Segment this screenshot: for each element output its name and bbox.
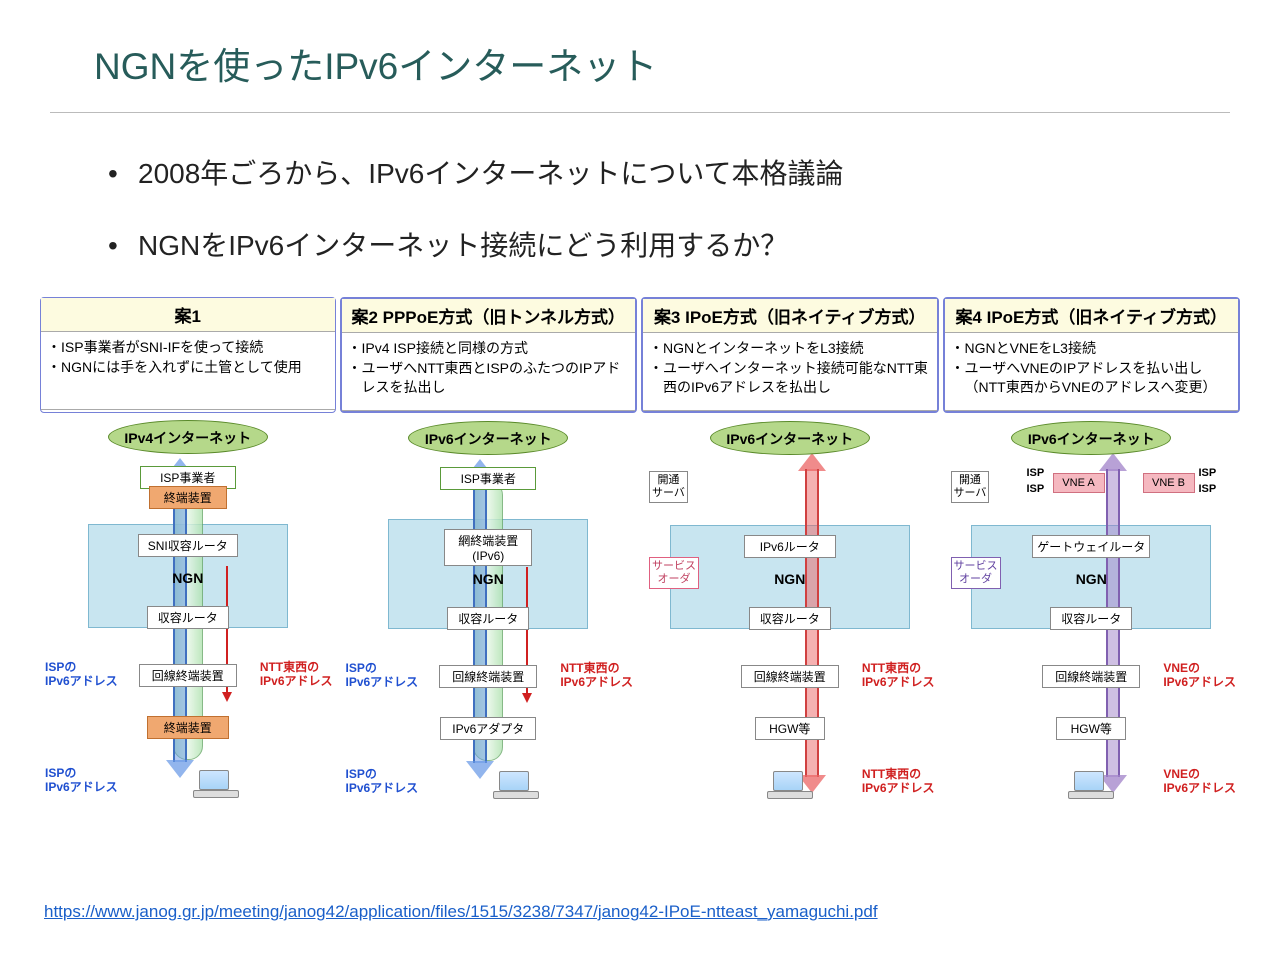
ngn-label: NGN [774, 571, 805, 587]
addr-label: VNEのIPv6アドレス [1163, 767, 1236, 796]
addr-label: VNEのIPv6アドレス [1163, 661, 1236, 690]
side-box: 開通サーバ [951, 471, 990, 503]
addr-label: NTT東西のIPv6アドレス [560, 661, 633, 690]
diagram-box: 収容ルータ [1050, 607, 1132, 630]
ngn-label: NGN [1076, 571, 1107, 587]
isp-small-label: ISP [1199, 467, 1217, 479]
diagram-area: IPv4インターネットISP事業者終端装置SNI収容ルータNGN収容ルータ回線終… [41, 410, 335, 412]
vne-box: VNE B [1143, 473, 1195, 493]
citation-link[interactable]: https://www.janog.gr.jp/meeting/janog42/… [44, 902, 878, 922]
addr-label: ISPのIPv6アドレス [346, 767, 419, 796]
diagram-box: ゲートウェイルータ [1032, 535, 1150, 558]
diagram-box: HGW等 [1056, 717, 1126, 740]
laptop-icon [1068, 771, 1114, 801]
diagram-box: IPv6ルータ [744, 535, 836, 558]
laptop-icon [767, 771, 813, 801]
diagram-box: 収容ルータ [749, 607, 831, 630]
cloud-label: IPv6インターネット [408, 421, 568, 455]
vne-box: VNE A [1053, 473, 1105, 493]
plan-columns: 案1ISP事業者がSNI-IFを使って接続NGNには手を入れずに土管として使用I… [40, 297, 1240, 413]
side-box: サービスオーダ [951, 557, 1001, 589]
side-box: サービスオーダ [649, 557, 699, 589]
addr-label: NTT東西のIPv6アドレス [862, 767, 935, 796]
ngn-label: NGN [172, 570, 203, 586]
isp-small-label: ISP [1199, 483, 1217, 495]
isp-small-label: ISP [1027, 467, 1045, 479]
addr-label: NTT東西のIPv6アドレス [862, 661, 935, 690]
bullet-item: NGNをIPv6インターネット接続にどう利用するか？ [138, 225, 1230, 267]
column-header: 案4 IPoE方式（旧ネイティブ方式） [945, 299, 1239, 333]
diagram-box: SNI収容ルータ [138, 534, 238, 557]
diagram-box: 収容ルータ [147, 606, 229, 629]
isp-small-label: ISP [1027, 483, 1045, 495]
diagram-box: 収容ルータ [447, 607, 529, 630]
cloud-label: IPv4インターネット [108, 420, 268, 454]
addr-label: ISPのIPv6アドレス [45, 660, 118, 689]
title-rule [50, 112, 1230, 113]
column-desc: NGNとVNEをL3接続ユーザへVNEのIPアドレスを払い出し（NTT東西からV… [945, 333, 1239, 411]
addr-label: NTT東西のIPv6アドレス [260, 660, 333, 689]
diagram-box: 網終端装置(IPv6) [444, 529, 532, 566]
plan-column: 案4 IPoE方式（旧ネイティブ方式）NGNとVNEをL3接続ユーザへVNEのI… [943, 297, 1241, 413]
slide-title: NGNを使ったIPv6インターネット [50, 36, 1230, 112]
diagram-box: 終端装置 [149, 486, 227, 509]
column-desc: IPv4 ISP接続と同様の方式ユーザへNTT東西とISPのふたつのIPアドレス… [342, 333, 636, 411]
diagram-box: ISP事業者 [440, 467, 536, 490]
diagram-box: 終端装置 [147, 716, 229, 739]
cloud-label: IPv6インターネット [1011, 421, 1171, 455]
addr-label: ISPのIPv6アドレス [346, 661, 419, 690]
addr-label: ISPのIPv6アドレス [45, 766, 118, 795]
ngn-label: NGN [473, 571, 504, 587]
bullet-list: 2008年ごろから、IPv6インターネットについて本格議論 NGNをIPv6イン… [50, 153, 1230, 267]
bullet-item: 2008年ごろから、IPv6インターネットについて本格議論 [138, 153, 1230, 195]
column-header: 案3 IPoE方式（旧ネイティブ方式） [643, 299, 937, 333]
diagram-box: HGW等 [755, 717, 825, 740]
column-header: 案1 [41, 298, 335, 332]
plan-column: 案1ISP事業者がSNI-IFを使って接続NGNには手を入れずに土管として使用I… [40, 297, 336, 413]
side-box: 開通サーバ [649, 471, 688, 503]
column-desc: NGNとインターネットをL3接続ユーザへインターネット接続可能なNTT東西のIP… [643, 333, 937, 411]
laptop-icon [493, 771, 539, 801]
diagram-box: 回線終端装置 [1042, 665, 1140, 688]
plan-column: 案3 IPoE方式（旧ネイティブ方式）NGNとインターネットをL3接続ユーザへイ… [641, 297, 939, 413]
diagram-box: 回線終端装置 [139, 664, 237, 687]
laptop-icon [193, 770, 239, 800]
plan-column: 案2 PPPoE方式（旧トンネル方式）IPv4 ISP接続と同様の方式ユーザへN… [340, 297, 638, 413]
diagram-box: 回線終端装置 [741, 665, 839, 688]
cloud-label: IPv6インターネット [710, 421, 870, 455]
column-header: 案2 PPPoE方式（旧トンネル方式） [342, 299, 636, 333]
diagram-box: 回線終端装置 [439, 665, 537, 688]
column-desc: ISP事業者がSNI-IFを使って接続NGNには手を入れずに土管として使用 [41, 332, 335, 410]
diagram-box: IPv6アダプタ [440, 717, 536, 740]
